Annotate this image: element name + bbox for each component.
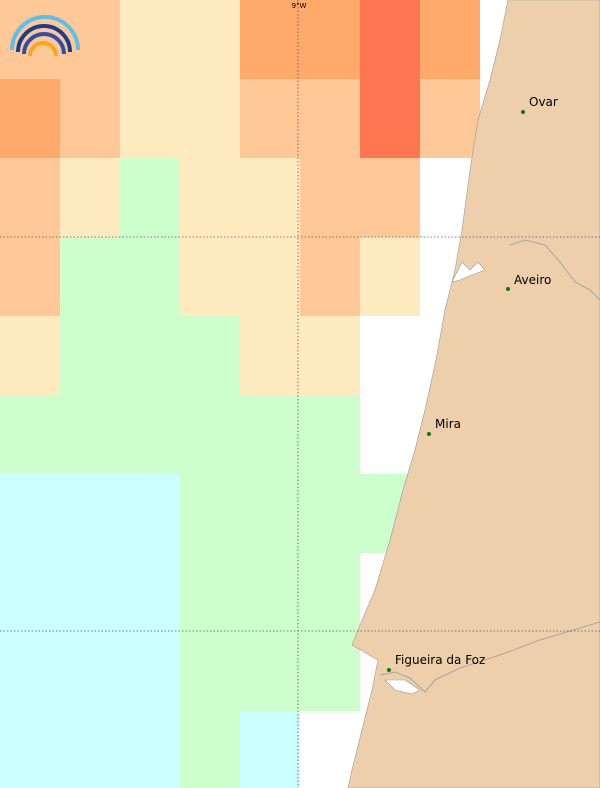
grid-cell xyxy=(180,395,240,474)
grid-cell xyxy=(60,711,120,788)
grid-cell xyxy=(180,79,240,158)
grid-cell xyxy=(120,553,180,632)
place-dot xyxy=(387,668,391,672)
grid-cell xyxy=(300,237,360,316)
place-label: Ovar xyxy=(529,95,558,109)
grid-cell xyxy=(180,316,240,395)
grid-cell xyxy=(240,158,300,237)
grid-cell xyxy=(60,158,120,237)
grid-cell xyxy=(60,632,120,711)
grid-cell xyxy=(180,711,240,788)
grid-cell xyxy=(300,158,360,237)
grid-cell xyxy=(240,237,300,316)
grid-cell xyxy=(60,395,120,474)
grid-cell xyxy=(240,316,300,395)
graticule-label: 9°W xyxy=(292,2,307,10)
grid-cell xyxy=(420,79,480,158)
grid-cell xyxy=(0,395,60,474)
grid-cell xyxy=(300,316,360,395)
grid-cell xyxy=(240,474,300,553)
grid-cell xyxy=(0,474,60,553)
grid-cells xyxy=(0,0,480,788)
grid-cell xyxy=(0,553,60,632)
grid-cell xyxy=(360,237,420,316)
grid-cell xyxy=(240,632,300,711)
grid-cell xyxy=(180,158,240,237)
grid-cell xyxy=(120,474,180,553)
grid-cell xyxy=(300,0,360,79)
grid-cell xyxy=(120,711,180,788)
grid-cell xyxy=(120,316,180,395)
river xyxy=(509,239,600,301)
place-label: Aveiro xyxy=(514,273,551,287)
estuary xyxy=(384,679,421,695)
land xyxy=(347,0,600,788)
grid-cell xyxy=(120,632,180,711)
river xyxy=(379,621,600,693)
place-dot xyxy=(427,432,431,436)
grid-cell xyxy=(360,0,420,79)
grid-cell xyxy=(60,316,120,395)
grid-cell xyxy=(180,632,240,711)
grid-cell xyxy=(180,0,240,79)
grid-cell xyxy=(300,553,360,632)
grid-cell xyxy=(120,237,180,316)
place-label: Figueira da Foz xyxy=(395,653,485,667)
grid-cell xyxy=(120,0,180,79)
grid-cell xyxy=(300,632,360,711)
grid-cell xyxy=(420,0,480,79)
grid-cell xyxy=(180,553,240,632)
grid-cell xyxy=(60,0,120,79)
grid-cell xyxy=(60,79,120,158)
grid-cell xyxy=(0,79,60,158)
grid-cell xyxy=(180,474,240,553)
grid-cell xyxy=(0,632,60,711)
grid-cell xyxy=(0,316,60,395)
grid-cell xyxy=(240,79,300,158)
grid-cell xyxy=(360,79,420,158)
grid-cell xyxy=(120,158,180,237)
grid-cell xyxy=(0,158,60,237)
grid-cell xyxy=(240,711,300,788)
grid-cell xyxy=(60,237,120,316)
grid-cell xyxy=(240,0,300,79)
grid-cell xyxy=(240,395,300,474)
grid-cell xyxy=(300,395,360,474)
place-label: Mira xyxy=(435,417,461,431)
grid-cell xyxy=(120,395,180,474)
grid-cell xyxy=(0,711,60,788)
grid-cell xyxy=(120,79,180,158)
grid-cell xyxy=(300,474,360,553)
grid-cell xyxy=(0,237,60,316)
logo xyxy=(10,15,80,57)
place-dot xyxy=(521,110,525,114)
grid-cell xyxy=(240,553,300,632)
grid-cell xyxy=(180,237,240,316)
lagoon xyxy=(451,261,486,283)
grid-cell xyxy=(300,79,360,158)
place-dot xyxy=(506,287,510,291)
grid-cell xyxy=(360,158,420,237)
grid-cell xyxy=(60,553,120,632)
grid-cell xyxy=(60,474,120,553)
